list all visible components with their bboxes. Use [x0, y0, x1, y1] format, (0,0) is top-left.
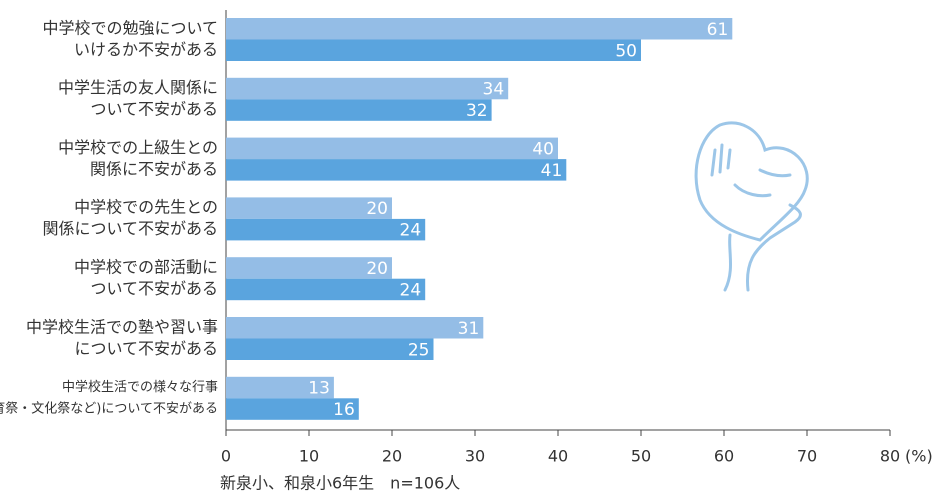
category-label: ついて不安がある [90, 279, 218, 298]
category-label: 中学校生活での塾や習い事 [26, 317, 218, 336]
category-label: ついて不安がある [90, 100, 218, 119]
value-label: 16 [333, 400, 355, 420]
value-label: 34 [483, 80, 505, 100]
value-label: 50 [615, 41, 637, 61]
value-label: 61 [707, 20, 729, 40]
value-label: 31 [458, 319, 480, 339]
value-label: 40 [532, 139, 554, 159]
x-tick-label: 80 [880, 447, 900, 466]
value-label: 24 [400, 221, 422, 241]
category-label: 中学校での勉強について [42, 18, 218, 37]
value-label: 20 [366, 199, 388, 219]
bar [226, 18, 733, 40]
value-label: 41 [541, 161, 563, 181]
bar [226, 338, 434, 360]
value-label: 25 [408, 340, 430, 360]
note: 新泉小、和泉小6年生 n=106人 [220, 474, 460, 493]
category-label: いけるか不安がある [74, 40, 218, 59]
value-label: 13 [308, 379, 330, 399]
bar [226, 376, 334, 399]
bar [226, 278, 426, 301]
bar [226, 159, 567, 181]
bar [226, 137, 558, 160]
x-tick-label: 10 [299, 447, 319, 466]
x-tick-label: 70 [797, 447, 817, 466]
category-label: (体育祭・文化祭など)について不安がある [0, 401, 218, 417]
value-label: 32 [466, 101, 488, 121]
bar [226, 257, 392, 279]
x-tick-label: 40 [548, 447, 568, 466]
bar [226, 218, 426, 241]
category-label: について不安がある [74, 339, 218, 358]
bar [226, 39, 641, 61]
bar [226, 317, 484, 339]
category-label: 中学校での先生との [74, 198, 218, 217]
category-label: 中学生活の友人関係に [58, 78, 218, 97]
category-label: 関係について不安がある [42, 219, 218, 238]
value-label: 20 [366, 259, 388, 279]
category-label: 中学校での部活動に [74, 257, 218, 276]
x-tick-label: 30 [465, 447, 485, 466]
category-label: 関係に不安がある [90, 159, 218, 178]
x-unit: (%) [905, 447, 933, 466]
category-label: 中学校生活での様々な行事 [62, 379, 218, 395]
bar [226, 197, 392, 219]
heart-illustration [694, 121, 809, 292]
category-label: 中学校での上級生との [58, 138, 218, 157]
bar [226, 99, 492, 121]
x-tick-label: 60 [714, 447, 734, 466]
x-tick-label: 0 [221, 447, 231, 466]
x-tick-label: 50 [631, 447, 651, 466]
value-label: 24 [400, 280, 422, 300]
x-tick-label: 20 [382, 447, 402, 466]
bar [226, 77, 509, 100]
bar [226, 398, 359, 420]
